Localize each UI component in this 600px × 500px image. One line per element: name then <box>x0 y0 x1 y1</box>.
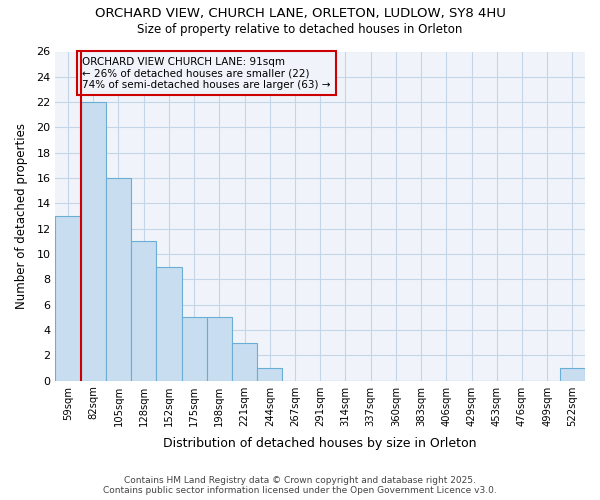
Bar <box>560 368 585 380</box>
Text: Contains HM Land Registry data © Crown copyright and database right 2025.
Contai: Contains HM Land Registry data © Crown c… <box>103 476 497 495</box>
X-axis label: Distribution of detached houses by size in Orleton: Distribution of detached houses by size … <box>163 437 477 450</box>
Bar <box>257 368 283 380</box>
Bar <box>106 178 131 380</box>
Bar <box>182 318 207 380</box>
Bar <box>55 216 80 380</box>
Bar <box>232 342 257 380</box>
Text: ORCHARD VIEW CHURCH LANE: 91sqm
← 26% of detached houses are smaller (22)
74% of: ORCHARD VIEW CHURCH LANE: 91sqm ← 26% of… <box>82 56 331 90</box>
Text: ORCHARD VIEW, CHURCH LANE, ORLETON, LUDLOW, SY8 4HU: ORCHARD VIEW, CHURCH LANE, ORLETON, LUDL… <box>95 8 505 20</box>
Bar <box>157 266 182 380</box>
Bar <box>207 318 232 380</box>
Y-axis label: Number of detached properties: Number of detached properties <box>15 123 28 309</box>
Bar <box>131 242 157 380</box>
Bar <box>80 102 106 380</box>
Text: Size of property relative to detached houses in Orleton: Size of property relative to detached ho… <box>137 22 463 36</box>
